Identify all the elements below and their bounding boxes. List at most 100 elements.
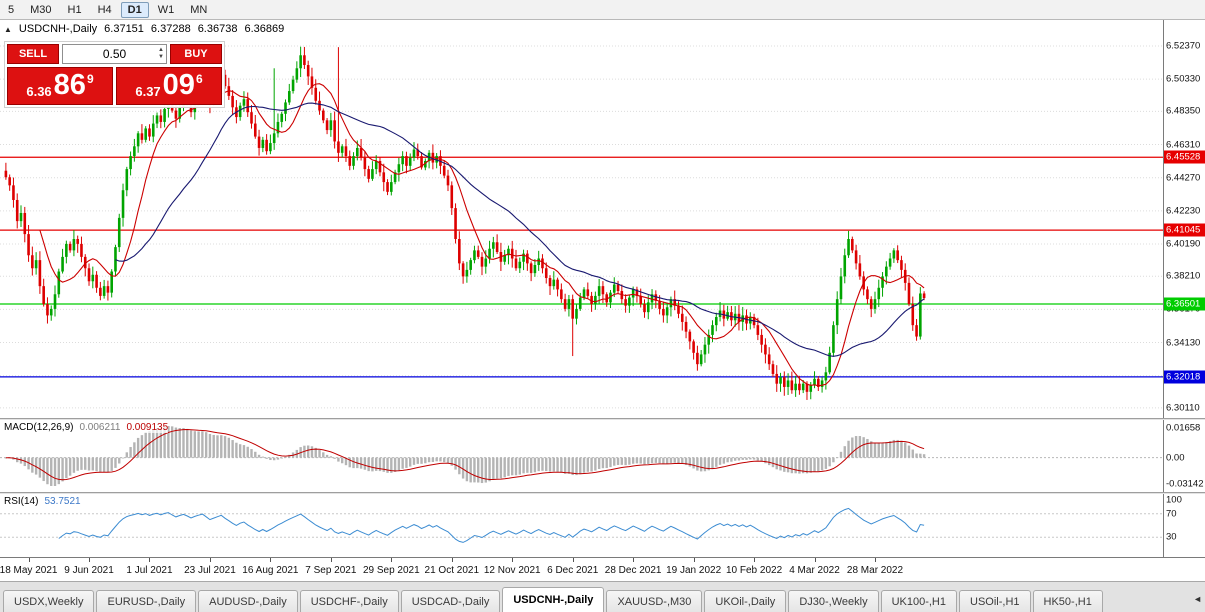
candle-body xyxy=(518,261,522,269)
macd-histogram-bar xyxy=(760,457,763,462)
candle-body xyxy=(38,260,42,287)
macd-histogram-bar xyxy=(216,435,219,458)
tab-xauusd-m30[interactable]: XAUUSD-,M30 xyxy=(606,590,703,612)
macd-histogram-bar xyxy=(654,457,658,463)
macd-histogram-bar xyxy=(223,436,227,458)
candle-body xyxy=(269,143,272,152)
tab-usdcnh-daily[interactable]: USDCNH-,Daily xyxy=(502,587,605,612)
tab-audusd-daily[interactable]: AUDUSD-,Daily xyxy=(198,590,298,612)
rsi-axis-label: 70 xyxy=(1166,508,1177,520)
buy-price-display[interactable]: 6.37 09 6 xyxy=(116,67,222,105)
timeframe-h1[interactable]: H1 xyxy=(67,3,82,16)
macd-histogram-bar xyxy=(261,456,265,458)
macd-axis-label: 0.01658 xyxy=(1166,422,1201,434)
date-axis[interactable]: 18 May 2021 9 Jun 2021 1 Jul 2021 23 Jul 20… xyxy=(0,557,1205,581)
macd-histogram-bar xyxy=(495,457,499,479)
macd-histogram-bar xyxy=(828,457,831,467)
tab-usdx-weekly[interactable]: USDX,Weekly xyxy=(3,590,95,612)
tab-ukoil-daily[interactable]: UKOil-,Daily xyxy=(704,590,787,612)
macd-histogram-bar xyxy=(178,428,181,458)
candle-body xyxy=(650,294,654,303)
rsi-panel[interactable]: RSI(14) 53.7521 100 70 30 xyxy=(0,494,1205,557)
candle-body xyxy=(133,146,136,157)
buy-button[interactable]: BUY xyxy=(170,44,222,64)
volume-spinner[interactable]: ▲ ▼ xyxy=(158,45,164,63)
tab-usdcad-daily[interactable]: USDCAD-,Daily xyxy=(400,590,501,612)
candle-body xyxy=(877,287,881,300)
macd-histogram-bar xyxy=(72,457,76,473)
candle-body xyxy=(144,128,148,140)
candle-body xyxy=(272,133,276,144)
one-click-toggle-icon[interactable]: ▲ xyxy=(4,24,12,34)
tab-usdchf-daily[interactable]: USDCHF-,Daily xyxy=(299,590,399,612)
macd-histogram-bar xyxy=(235,442,238,458)
candle-body xyxy=(454,208,457,239)
macd-histogram-bar xyxy=(167,426,170,458)
candle-body xyxy=(261,139,265,148)
rsi-label-row: RSI(14) 53.7521 xyxy=(4,496,81,507)
candle-body xyxy=(114,247,117,272)
candle-body xyxy=(314,87,318,101)
tab-dj30-weekly[interactable]: DJ30-,Weekly xyxy=(788,590,879,612)
timeframe-5[interactable]: 5 xyxy=(8,3,15,16)
timeframe-mn[interactable]: MN xyxy=(190,3,208,16)
price-chart-canvas[interactable] xyxy=(0,20,1163,418)
candle-body xyxy=(450,185,454,209)
macd-histogram-bar xyxy=(514,457,518,476)
macd-panel[interactable]: MACD(12,26,9) 0.006211 0.009135 0.01658 0… xyxy=(0,420,1205,492)
candle-body xyxy=(461,263,465,277)
candle-body xyxy=(476,250,480,257)
timeframe-h4[interactable]: H4 xyxy=(97,3,112,16)
candle-body xyxy=(628,297,631,306)
macd-axis[interactable]: 0.01658 0.00 -0.03142 xyxy=(1163,420,1205,492)
macd-histogram-bar xyxy=(480,457,484,484)
macd-histogram-bar xyxy=(242,445,246,458)
tab-scroll-icon[interactable]: ◄ xyxy=(1193,594,1202,604)
macd-histogram-bar xyxy=(420,457,423,464)
timeframe-m30[interactable]: M30 xyxy=(30,3,52,16)
date-tick xyxy=(874,558,876,562)
rsi-line xyxy=(58,507,925,543)
sell-price-display[interactable]: 6.36 86 9 xyxy=(7,67,113,105)
panel-splitter-2[interactable] xyxy=(0,492,1205,494)
macd-canvas[interactable] xyxy=(0,420,1163,492)
rsi-canvas[interactable] xyxy=(0,494,1163,557)
panel-splitter-1[interactable] xyxy=(0,418,1205,420)
candle-body xyxy=(378,160,382,173)
rsi-axis[interactable]: 100 70 30 xyxy=(1163,494,1205,557)
macd-histogram-bar xyxy=(560,457,563,473)
candle-body xyxy=(148,128,151,137)
price-chart-panel[interactable]: ▲ USDCNH-,Daily 6.37151 6.37288 6.36738 … xyxy=(0,20,1205,418)
candle-body xyxy=(15,199,19,222)
candle-body xyxy=(639,295,643,305)
tab-eurusd-daily[interactable]: EURUSD-,Daily xyxy=(96,590,197,612)
candle-body xyxy=(896,250,899,261)
sell-button[interactable]: SELL xyxy=(7,44,59,64)
sell-price-main: 6.36 xyxy=(26,84,52,99)
tab-hk50-h1[interactable]: HK50-,H1 xyxy=(1032,590,1103,612)
candle-body xyxy=(189,104,193,113)
candle-body xyxy=(646,302,650,313)
price-axis[interactable]: 6.52370 6.50330 6.48350 6.46310 6.44270 6.422… xyxy=(1163,20,1205,418)
volume-down-icon[interactable]: ▼ xyxy=(158,54,164,60)
candle-body xyxy=(578,297,582,309)
candle-body xyxy=(291,79,295,92)
macd-histogram-bar xyxy=(227,437,231,458)
tab-uk100-h1[interactable]: UK100-,H1 xyxy=(880,590,957,612)
volume-up-icon[interactable]: ▲ xyxy=(158,47,164,53)
macd-histogram-bar xyxy=(703,457,707,472)
macd-histogram-bar xyxy=(246,446,249,458)
macd-main-value: 0.006211 xyxy=(79,422,121,433)
macd-histogram-bar xyxy=(537,457,540,472)
macd-histogram-bar xyxy=(352,457,355,469)
tab-usoil-h1[interactable]: USOil-,H1 xyxy=(959,590,1031,612)
volume-field[interactable]: 0.50 ▲ ▼ xyxy=(62,44,167,64)
candle-body xyxy=(911,304,915,326)
timeframe-w1[interactable]: W1 xyxy=(157,3,175,16)
candle-body xyxy=(798,383,801,391)
candle-body xyxy=(594,295,597,305)
macd-histogram-bar xyxy=(431,457,435,462)
buy-price-pips: 09 xyxy=(162,69,195,101)
timeframe-d1[interactable]: D1 xyxy=(120,1,149,18)
macd-histogram-bar xyxy=(749,457,752,460)
